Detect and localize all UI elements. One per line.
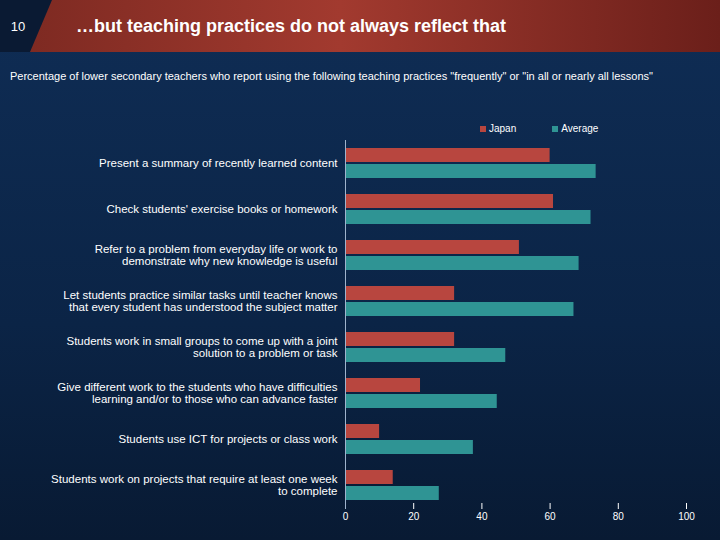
svg-text:20: 20 bbox=[408, 511, 420, 522]
html-text:Japan: Japan bbox=[489, 123, 517, 134]
html-text:10: 10 bbox=[10, 18, 26, 34]
svg-text:Let students practice similar: Let students practice similar tasks unti… bbox=[63, 289, 337, 313]
svg-text:Students use ICT for projects: Students use ICT for projects or class w… bbox=[118, 433, 337, 445]
svg-text:Students work on projects that: Students work on projects that require a… bbox=[51, 473, 338, 497]
svg-text:Check students' exercise books: Check students' exercise books or homewo… bbox=[106, 203, 337, 215]
svg-text:0: 0 bbox=[343, 511, 349, 522]
html-text:…but teaching practices do not: …but teaching practices do not always re… bbox=[76, 15, 507, 36]
svg-text:60: 60 bbox=[545, 511, 557, 522]
svg-text:Give different work to the stu: Give different work to the students who … bbox=[57, 381, 337, 405]
svg-text:80: 80 bbox=[613, 511, 625, 522]
html-text:Percentage of lower secondary: Percentage of lower secondary teachers w… bbox=[10, 70, 653, 82]
svg-text:Refer to a problem from everyd: Refer to a problem from everyday life or… bbox=[95, 243, 338, 267]
svg-text:Present a summary of recently: Present a summary of recently learned co… bbox=[99, 157, 338, 169]
svg-text:40: 40 bbox=[476, 511, 488, 522]
svg-text:100: 100 bbox=[678, 511, 695, 522]
html-text:Average: Average bbox=[561, 123, 599, 134]
svg-text:Students work in small groups: Students work in small groups to come up… bbox=[66, 335, 338, 359]
